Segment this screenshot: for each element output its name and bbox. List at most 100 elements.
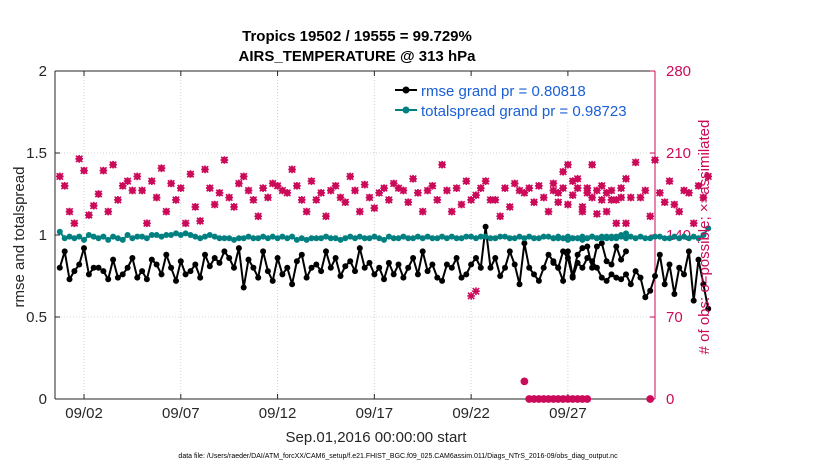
y-axis-label-right: # of obs: o=possible; ×=assimilated xyxy=(696,120,713,355)
data-point xyxy=(405,264,412,271)
assimilated-marker xyxy=(583,184,592,192)
y-tick-label-right: 0 xyxy=(666,391,674,408)
data-file-footnote: data file: /Users/raeder/DAI/ATM_forcXX/… xyxy=(178,453,618,460)
data-point xyxy=(298,235,305,242)
y-tick-label-left: 0.5 xyxy=(26,309,47,326)
assimilated-marker xyxy=(525,184,534,192)
assimilated-marker xyxy=(104,207,113,216)
assimilated-marker xyxy=(167,179,175,188)
data-point xyxy=(376,264,383,271)
data-point xyxy=(337,273,344,279)
data-point xyxy=(293,258,300,265)
assimilated-marker xyxy=(172,196,180,204)
data-point xyxy=(182,271,189,278)
assimilated-marker xyxy=(433,196,442,204)
assimilated-marker xyxy=(699,193,708,202)
assimilated-marker xyxy=(573,184,582,192)
y-tick-label-right: 70 xyxy=(666,309,683,326)
data-point xyxy=(119,271,126,278)
assimilated-marker xyxy=(597,196,606,204)
data-point xyxy=(371,233,378,240)
data-point xyxy=(303,274,310,281)
data-point xyxy=(376,235,383,242)
assimilated-marker xyxy=(215,188,224,197)
assimilated-marker xyxy=(293,181,301,190)
data-point xyxy=(443,235,450,242)
data-point xyxy=(463,233,470,240)
assimilated-marker xyxy=(622,219,630,228)
data-point xyxy=(458,235,465,242)
data-point xyxy=(168,264,175,271)
data-point xyxy=(381,276,387,283)
data-point xyxy=(177,258,184,265)
assimilated-marker xyxy=(593,186,601,195)
data-point xyxy=(429,235,436,242)
assimilated-marker xyxy=(602,188,611,197)
data-point xyxy=(656,251,663,258)
assimilated-marker xyxy=(60,181,69,190)
data-point xyxy=(221,248,228,255)
data-point xyxy=(593,264,600,271)
data-point xyxy=(647,287,654,294)
data-point xyxy=(231,264,237,271)
data-point xyxy=(584,235,591,242)
legend-marker-rmse xyxy=(402,86,410,94)
data-point xyxy=(293,236,300,243)
data-point xyxy=(366,259,373,266)
data-point xyxy=(226,235,233,242)
data-point xyxy=(414,233,421,240)
data-point xyxy=(352,235,358,242)
data-point xyxy=(342,235,349,242)
data-point xyxy=(642,294,649,301)
data-point xyxy=(424,268,431,275)
assimilated-marker xyxy=(235,179,243,188)
data-point xyxy=(356,233,363,240)
data-point xyxy=(637,274,644,281)
data-point xyxy=(511,235,518,242)
assimilated-marker xyxy=(443,186,451,195)
data-point xyxy=(434,274,441,281)
assimilated-marker xyxy=(143,219,151,228)
assimilated-marker xyxy=(278,186,287,195)
data-point xyxy=(95,264,102,271)
data-point xyxy=(540,264,547,271)
series-missing-data xyxy=(520,377,655,403)
assimilated-marker xyxy=(457,200,466,209)
assimilated-marker xyxy=(346,172,355,181)
assimilated-marker xyxy=(394,184,403,192)
data-point xyxy=(652,233,658,240)
assimilated-marker xyxy=(491,196,500,204)
data-point xyxy=(381,236,387,243)
data-point xyxy=(187,232,194,238)
assimilated-marker xyxy=(481,177,490,185)
data-point xyxy=(85,271,92,278)
data-point xyxy=(482,223,489,230)
assimilated-marker xyxy=(689,219,698,228)
assimilated-marker xyxy=(593,210,601,218)
assimilated-marker xyxy=(423,186,432,195)
data-point xyxy=(347,233,354,240)
possible-marker xyxy=(520,377,529,386)
y-tick-label-right: 280 xyxy=(666,63,691,80)
data-point xyxy=(623,235,629,242)
data-point xyxy=(700,281,707,288)
data-point xyxy=(385,259,392,266)
assimilated-marker xyxy=(89,201,98,210)
data-point xyxy=(313,261,320,268)
data-point xyxy=(419,248,426,255)
assimilated-marker xyxy=(210,200,219,209)
data-point xyxy=(560,235,567,242)
assimilated-marker xyxy=(322,212,330,221)
assimilated-marker xyxy=(602,207,611,216)
data-point xyxy=(671,291,678,297)
data-point xyxy=(206,232,213,238)
assimilated-marker xyxy=(578,203,587,211)
data-point xyxy=(211,255,218,261)
data-point xyxy=(361,235,368,242)
data-point xyxy=(61,235,68,242)
assimilated-marker xyxy=(655,188,664,197)
data-point xyxy=(453,235,460,242)
data-point xyxy=(95,235,102,242)
data-point xyxy=(414,271,421,278)
assimilated-marker xyxy=(385,196,393,204)
